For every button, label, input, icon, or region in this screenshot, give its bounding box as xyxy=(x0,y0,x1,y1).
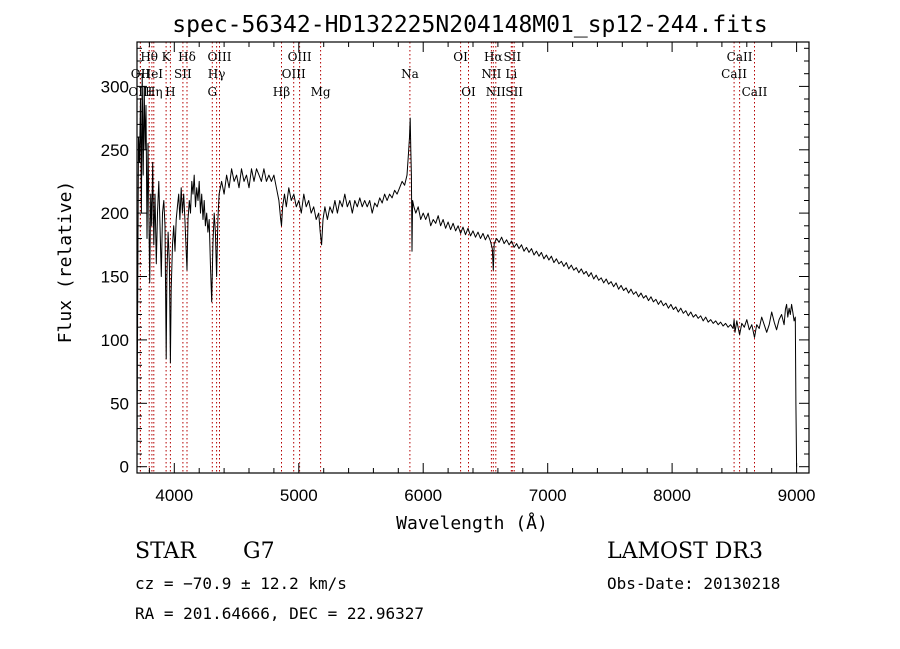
x-axis-label: Wavelength (Å) xyxy=(396,512,548,534)
spectral-line-label: Hδ xyxy=(178,50,196,64)
spectral-line-label: SII xyxy=(174,67,192,81)
spectral-line-label: Hβ xyxy=(273,85,290,99)
spectral-line-label: SII xyxy=(503,50,521,64)
y-tick-label: 300 xyxy=(101,77,129,96)
object-class: STAR xyxy=(135,539,197,564)
y-tick-label: 0 xyxy=(120,458,129,477)
spectral-line-label: Mg xyxy=(311,85,331,99)
y-axis: 0 50 100 150 200 250 300 xyxy=(101,47,809,477)
spectral-line-label: Hγ xyxy=(208,67,226,81)
spectral-line-label: G xyxy=(208,85,218,99)
spectral-line-label: NII xyxy=(481,67,501,81)
spectral-line-label: Hα xyxy=(484,50,503,64)
x-tick-label: 7000 xyxy=(529,486,567,505)
spectral-line-label: Hη xyxy=(145,85,163,99)
x-tick-label: 6000 xyxy=(404,486,442,505)
spectral-line-label: Li xyxy=(505,67,517,81)
x-tick-label: 8000 xyxy=(653,486,691,505)
y-tick-label: 150 xyxy=(101,268,129,287)
spectral-line-label: OIII xyxy=(128,85,152,99)
spectrum-series-layer xyxy=(136,73,798,467)
spectral-line-label: H xyxy=(165,85,175,99)
spectral-line-label: K xyxy=(162,50,172,64)
survey-name: LAMOST DR3 xyxy=(607,539,763,564)
spectral-line-label: OIII xyxy=(282,67,306,81)
y-tick-label: 250 xyxy=(101,141,129,160)
observation-date: Obs-Date: 20130218 xyxy=(607,574,780,593)
spectral-line-label: CaII xyxy=(721,67,747,81)
spectral-line-label: OI xyxy=(453,50,468,64)
spectral-line-label: Na xyxy=(401,67,419,81)
chart-title: spec-56342-HD132225N204148M01_sp12-244.f… xyxy=(172,12,767,38)
spectral-line-label: CaII xyxy=(742,85,768,99)
coordinates: RA = 201.64666, DEC = 22.96327 xyxy=(135,604,424,623)
spectral-line-label: SII xyxy=(505,85,523,99)
spectral-line-label: NII xyxy=(486,85,506,99)
x-tick-label: 5000 xyxy=(280,486,318,505)
y-tick-label: 100 xyxy=(101,331,129,350)
spectral-line-label: Hθ xyxy=(140,50,158,64)
spectral-subclass: G7 xyxy=(243,539,275,564)
x-axis: 4000 5000 6000 7000 8000 9000 xyxy=(148,42,816,505)
redshift-velocity: cz = −70.9 ± 12.2 km/s xyxy=(135,574,347,593)
spectral-line-label: OIII xyxy=(207,50,231,64)
spectral-line-label: HeI xyxy=(141,67,164,81)
x-tick-label: 4000 xyxy=(155,486,193,505)
y-axis-label: Flux (relative) xyxy=(55,181,76,344)
x-tick-label: 9000 xyxy=(778,486,816,505)
y-tick-label: 200 xyxy=(101,204,129,223)
spectrum-line xyxy=(136,73,798,467)
spectral-line-label: OI xyxy=(461,85,476,99)
spectral-line-label: OIII xyxy=(288,50,312,64)
spectral-line-label: CaII xyxy=(727,50,753,64)
y-tick-label: 50 xyxy=(110,394,129,413)
